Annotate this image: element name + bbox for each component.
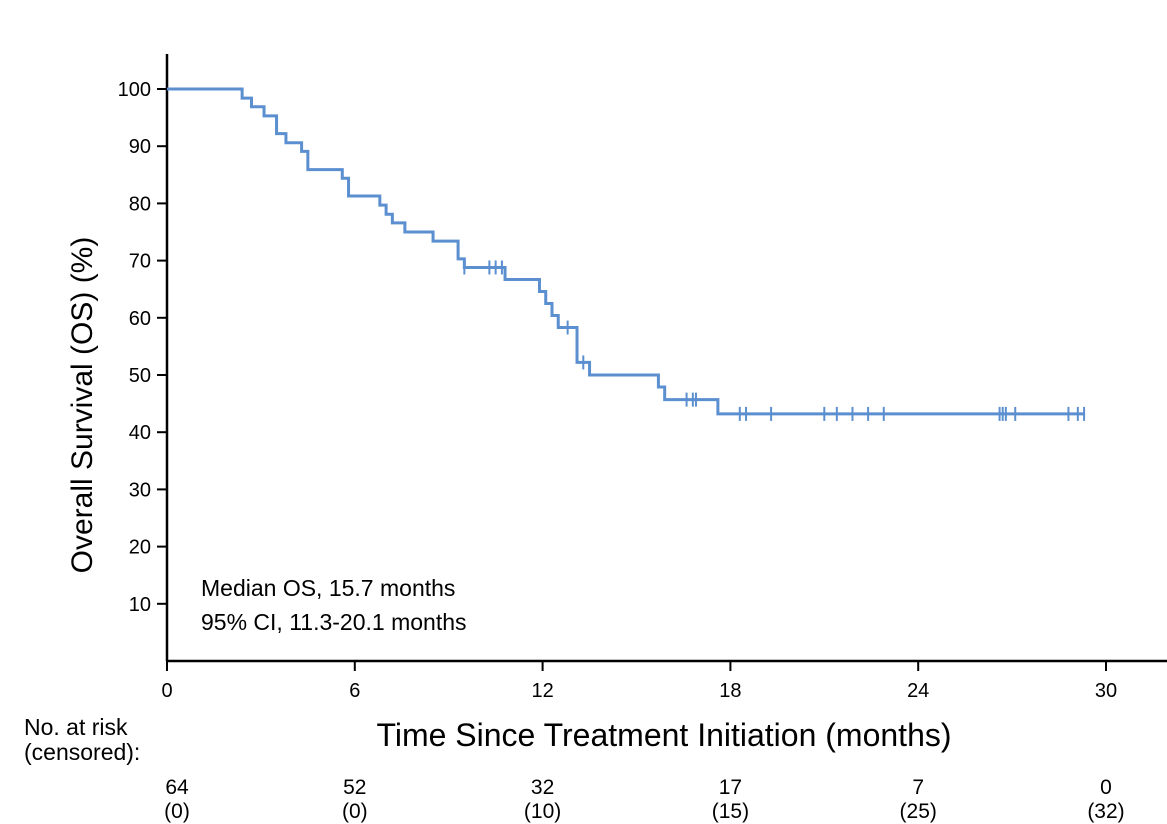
risk-censored-count: (10) [524,800,561,823]
x-tick-label: 6 [349,680,360,702]
risk-censored-count: (32) [1087,800,1124,823]
annotation-ci: 95% CI, 11.3-20.1 months [201,609,467,635]
y-axis-label: Overall Survival (OS) (%) [66,237,99,574]
axes [165,54,1167,663]
y-tick-label: 60 [129,308,151,330]
risk-at-risk-count: 64 [165,776,189,799]
risk-table-label-1: No. at risk [24,714,128,740]
risk-at-risk-count: 52 [343,776,366,799]
y-tick-label: 90 [129,136,151,158]
x-axis-ticks: 0 6 12 18 24 30 [161,661,1117,702]
y-tick-label: 80 [129,193,151,215]
x-tick-label: 30 [1095,680,1117,702]
y-tick-label: 20 [129,537,151,559]
risk-censored-count: (0) [164,800,190,823]
survival-curve [167,87,1085,416]
y-tick-label: 10 [129,594,151,616]
x-tick-label: 12 [531,680,553,702]
survival-curve-group [167,87,1085,416]
x-tick-label: 24 [907,680,929,702]
risk-censored-count: (25) [900,800,937,823]
y-tick-label: 30 [129,479,151,501]
x-axis-label: Time Since Treatment Initiation (months) [376,717,951,753]
censor-marks [463,260,1086,421]
risk-table: 64(0)52(0)32(10)17(15)7(25)0(32) [164,776,1125,823]
risk-at-risk-count: 0 [1100,776,1112,799]
y-tick-label: 70 [129,251,151,273]
x-tick-label: 18 [719,680,741,702]
risk-table-label-2: (censored): [24,739,140,765]
y-tick-label: 50 [129,365,151,387]
y-tick-label: 100 [118,79,151,101]
annotation-median: Median OS, 15.7 months [201,575,455,601]
x-tick-label: 0 [161,680,172,702]
y-axis-ticks: 10 20 30 40 50 60 70 80 90 100 [118,79,167,616]
risk-censored-count: (0) [342,800,368,823]
risk-at-risk-count: 7 [912,776,924,799]
risk-at-risk-count: 32 [531,776,554,799]
risk-censored-count: (15) [712,800,749,823]
risk-at-risk-count: 17 [719,776,742,799]
y-tick-label: 40 [129,422,151,444]
